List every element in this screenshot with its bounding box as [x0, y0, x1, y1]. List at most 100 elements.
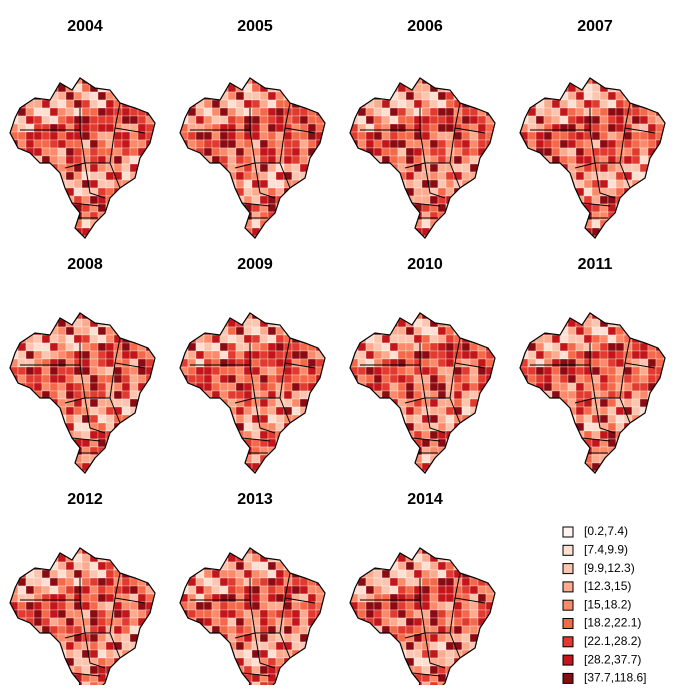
region [551, 131, 561, 141]
region [235, 326, 245, 336]
region [275, 577, 285, 587]
region [219, 195, 229, 205]
region [599, 179, 609, 189]
region [187, 163, 197, 173]
map [349, 538, 496, 690]
region [437, 454, 447, 464]
region [527, 155, 537, 165]
region [137, 398, 147, 408]
region [211, 601, 221, 611]
region [607, 438, 617, 448]
region [520, 454, 529, 464]
region [121, 633, 131, 643]
region [195, 131, 205, 141]
region [357, 398, 367, 408]
region [153, 147, 155, 157]
region [397, 115, 407, 125]
region [49, 211, 59, 221]
region [227, 422, 237, 432]
region [599, 91, 609, 101]
region [551, 83, 561, 93]
region [283, 211, 293, 221]
region [493, 577, 495, 587]
region [41, 83, 51, 93]
region [445, 414, 455, 424]
region [137, 374, 147, 384]
region [129, 203, 139, 213]
region [632, 303, 640, 311]
region [655, 107, 665, 117]
region [121, 422, 131, 432]
region [389, 609, 399, 619]
region [195, 366, 205, 376]
region [527, 462, 537, 472]
region [235, 641, 245, 651]
region [615, 342, 625, 352]
region [89, 593, 99, 603]
region [65, 585, 75, 595]
region [575, 211, 585, 221]
region [33, 211, 43, 221]
region [235, 147, 245, 157]
region [17, 326, 27, 336]
region [469, 155, 479, 165]
region [145, 641, 155, 651]
region [291, 91, 301, 101]
region [591, 107, 601, 117]
region [81, 99, 91, 109]
region [575, 406, 585, 416]
region [575, 163, 585, 173]
panel-title: 2005 [237, 18, 273, 35]
region [437, 406, 447, 416]
region [421, 569, 431, 579]
region [437, 641, 447, 651]
region [97, 342, 107, 352]
region [81, 83, 91, 93]
region [49, 147, 59, 157]
region [49, 414, 59, 424]
region [307, 171, 317, 181]
region [137, 462, 147, 472]
region [535, 139, 545, 149]
region [608, 303, 616, 311]
region [243, 382, 253, 392]
region [461, 430, 471, 440]
region [591, 454, 601, 464]
region [591, 99, 601, 109]
region [520, 390, 529, 400]
region [559, 123, 569, 133]
region [195, 163, 205, 173]
region [260, 68, 268, 76]
region [195, 235, 205, 238]
region [187, 318, 197, 328]
region [259, 171, 269, 181]
region [89, 561, 99, 571]
region [559, 187, 569, 197]
region [655, 398, 665, 408]
region [445, 350, 455, 360]
region [398, 538, 406, 546]
region [235, 115, 245, 125]
region [527, 366, 537, 376]
region [299, 665, 309, 675]
region [405, 99, 415, 109]
region [121, 163, 131, 173]
region [315, 171, 325, 181]
region [137, 318, 147, 328]
region [50, 303, 58, 311]
region [551, 470, 561, 473]
country-outline [519, 77, 666, 239]
region [121, 470, 131, 473]
region [275, 235, 285, 238]
region [275, 334, 285, 344]
region [445, 107, 455, 117]
region [89, 350, 99, 360]
region [137, 593, 147, 603]
region [41, 548, 51, 555]
region [153, 561, 155, 571]
region [41, 657, 51, 667]
region [381, 139, 391, 149]
region [405, 313, 415, 320]
region [188, 303, 196, 311]
region [73, 326, 83, 336]
